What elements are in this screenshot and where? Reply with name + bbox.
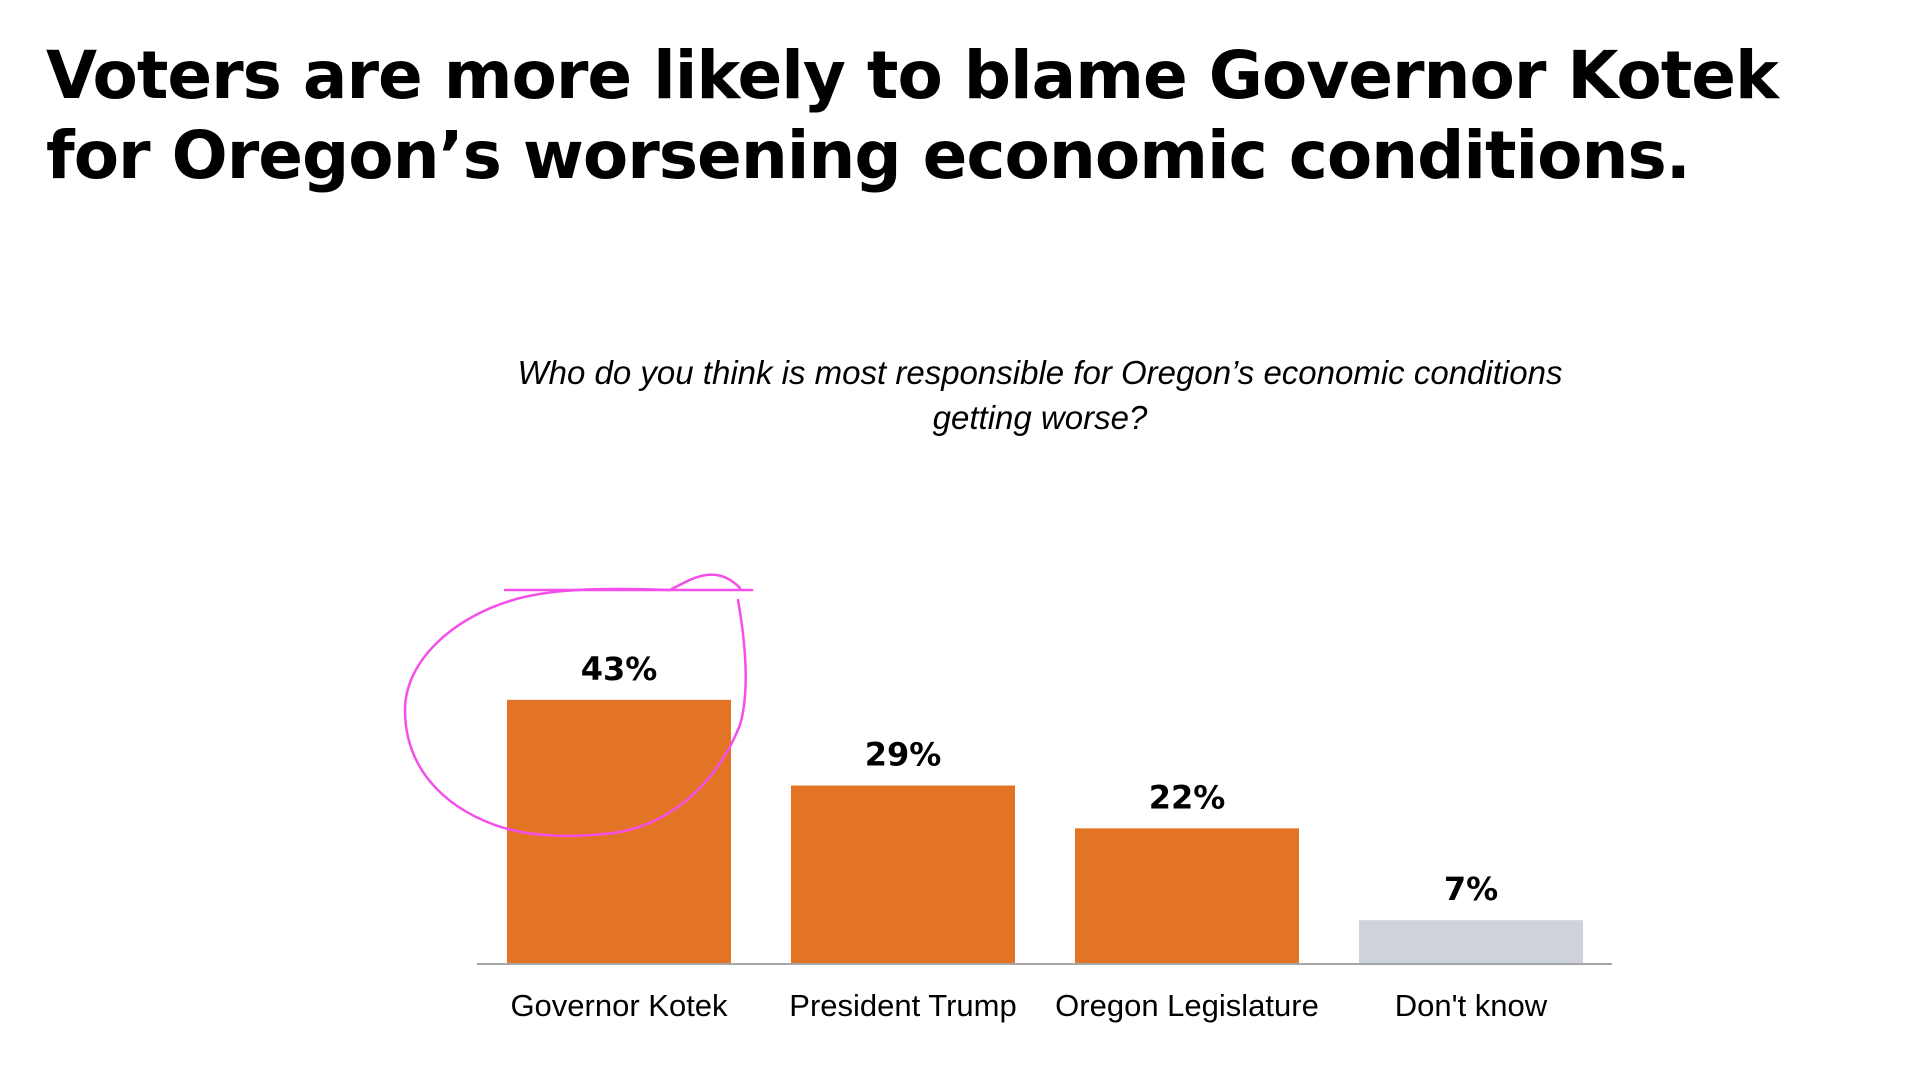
category-label-president-trump: President Trump bbox=[789, 988, 1016, 1023]
data-label-don-t-know: 7% bbox=[1444, 870, 1498, 908]
chart-question: Who do you think is most responsible for… bbox=[517, 354, 1563, 436]
data-label-governor-kotek: 43% bbox=[581, 650, 658, 688]
bar-oregon-legislature bbox=[1075, 828, 1299, 963]
category-label-oregon-legislature: Oregon Legislature bbox=[1055, 988, 1319, 1023]
bar-president-trump bbox=[791, 785, 1015, 963]
data-label-oregon-legislature: 22% bbox=[1149, 778, 1226, 816]
category-label-don-t-know: Don't know bbox=[1395, 988, 1548, 1023]
headline: Voters are more likely to blame Governor… bbox=[46, 37, 1779, 194]
data-label-president-trump: 29% bbox=[865, 736, 942, 774]
bar-don-t-know bbox=[1359, 920, 1583, 963]
category-label-governor-kotek: Governor Kotek bbox=[510, 988, 728, 1023]
